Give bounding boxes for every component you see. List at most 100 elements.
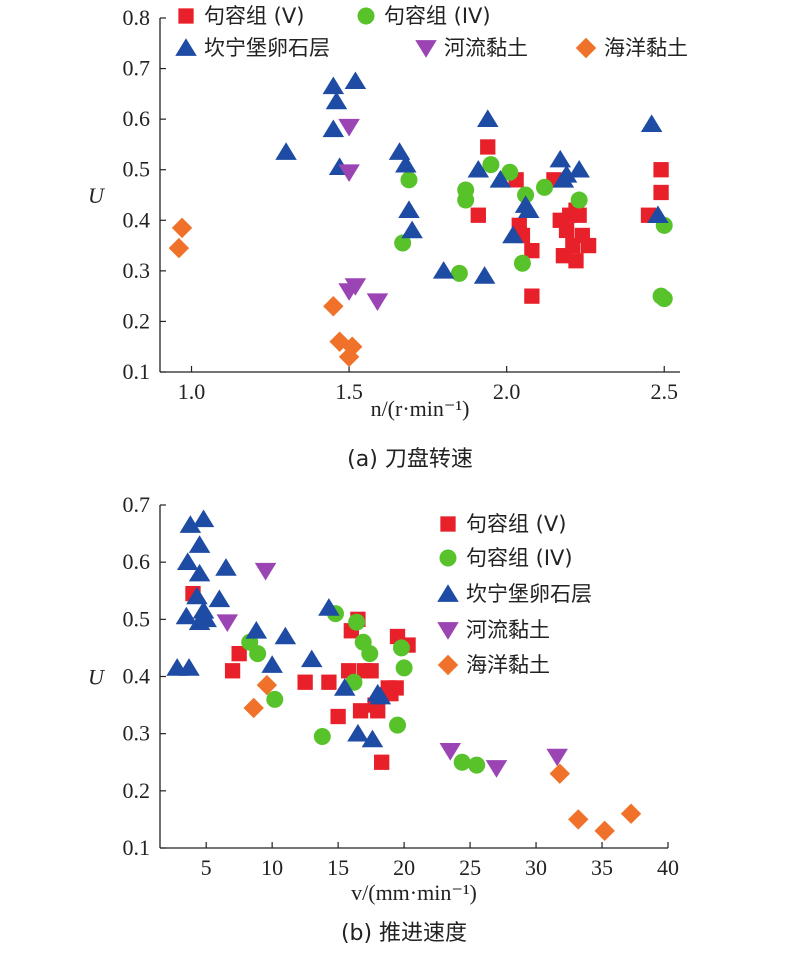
- data-point: [558, 222, 575, 239]
- data-point: [361, 729, 384, 748]
- panel-caption: (a) 刀盘转速: [347, 447, 473, 472]
- data-point: [275, 142, 297, 160]
- data-point: [580, 237, 597, 254]
- y-tick-label: 0.6: [123, 106, 151, 131]
- data-point: [338, 118, 360, 137]
- data-point: [186, 586, 208, 605]
- x-tick-label: 5: [201, 855, 212, 880]
- data-point: [322, 119, 345, 138]
- data-point: [179, 515, 202, 533]
- x-axis-label: n/(r·min⁻¹): [371, 396, 470, 421]
- data-point: [216, 614, 239, 632]
- data-point: [571, 207, 587, 223]
- data-point: [352, 703, 369, 719]
- x-tick-label: 30: [525, 855, 547, 880]
- data-point: [297, 674, 313, 690]
- data-point: [568, 809, 589, 830]
- data-point: [254, 562, 277, 581]
- data-point: [395, 154, 417, 173]
- data-point: [400, 171, 418, 189]
- y-tick-label: 0.2: [123, 308, 151, 333]
- panel-caption: (b) 推进速度: [341, 921, 467, 946]
- y-tick-label: 0.5: [123, 157, 151, 182]
- y-tick-label: 0.4: [123, 207, 151, 232]
- data-point: [300, 649, 323, 668]
- legend-marker: [175, 38, 197, 56]
- data-point: [245, 620, 268, 639]
- data-point: [363, 663, 379, 679]
- data-point: [374, 754, 390, 770]
- data-point: [470, 207, 486, 223]
- series-2: [166, 509, 392, 748]
- data-point: [568, 253, 584, 269]
- data-point: [501, 163, 519, 181]
- data-point: [647, 205, 669, 224]
- x-tick-label: 10: [261, 855, 283, 880]
- y-tick-label: 0.7: [123, 56, 151, 81]
- series-3: [216, 562, 568, 778]
- series-4: [243, 674, 642, 842]
- legend-marker: [437, 584, 459, 602]
- x-tick-label: 1.0: [178, 379, 206, 404]
- data-point: [517, 200, 540, 218]
- data-point: [502, 225, 524, 244]
- y-axis-label: U: [88, 183, 106, 208]
- data-point: [168, 237, 190, 259]
- data-point: [477, 109, 499, 127]
- data-point: [439, 742, 462, 761]
- data-point: [394, 234, 412, 252]
- y-axis-label: U: [88, 665, 106, 690]
- data-point: [570, 191, 588, 209]
- legend-label: 河流黏土: [444, 36, 528, 60]
- data-point: [188, 563, 211, 582]
- data-point: [546, 748, 568, 767]
- y-tick-label: 0.7: [123, 492, 151, 517]
- data-point: [321, 674, 337, 690]
- data-point: [224, 663, 241, 679]
- data-point: [388, 142, 411, 160]
- legend-label: 坎宁堡卵石层: [466, 582, 592, 606]
- data-point: [344, 71, 367, 90]
- x-tick-label: 2.0: [493, 379, 521, 404]
- data-point: [176, 552, 199, 570]
- series-2: [275, 71, 669, 284]
- data-point: [467, 159, 490, 178]
- data-point: [370, 703, 386, 719]
- x-axis-label: v/(mm·min⁻¹): [351, 880, 477, 905]
- data-point: [338, 346, 360, 368]
- y-tick-label: 0.5: [123, 606, 151, 631]
- data-point: [457, 191, 475, 209]
- data-point: [361, 645, 379, 663]
- data-point: [485, 760, 508, 778]
- x-tick-label: 25: [459, 855, 481, 880]
- data-point: [653, 184, 669, 201]
- data-point: [473, 266, 496, 284]
- x-tick-label: 15: [327, 855, 349, 880]
- data-point: [366, 683, 389, 702]
- data-point: [517, 186, 535, 204]
- y-tick-label: 0.2: [123, 778, 151, 803]
- data-point: [274, 626, 297, 645]
- legend-label: 海洋黏土: [466, 653, 550, 677]
- data-point: [594, 820, 615, 842]
- legend-label: 句容组 (V): [466, 512, 566, 536]
- legend-marker: [357, 7, 375, 25]
- data-point: [208, 589, 231, 608]
- data-point: [555, 164, 578, 183]
- legend-label: 句容组 (IV): [384, 4, 491, 28]
- data-point: [524, 288, 540, 304]
- data-point: [549, 763, 571, 784]
- data-point: [549, 149, 571, 168]
- data-point: [330, 708, 346, 725]
- y-tick-label: 0.1: [123, 359, 151, 384]
- x-tick-label: 35: [591, 855, 613, 880]
- data-point: [231, 645, 247, 662]
- data-point: [432, 261, 455, 279]
- data-point: [653, 162, 669, 178]
- data-point: [313, 728, 331, 746]
- legend-marker: [575, 37, 597, 59]
- data-point: [366, 293, 389, 311]
- data-point: [322, 76, 345, 95]
- data-point: [640, 114, 663, 133]
